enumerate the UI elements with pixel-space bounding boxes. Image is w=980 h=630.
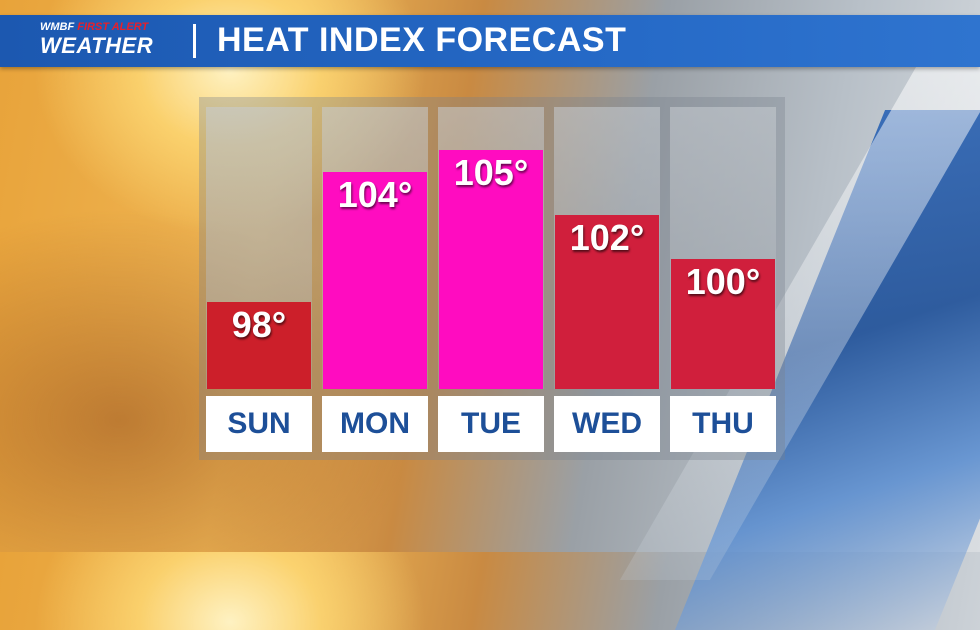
- bar-value-label-thu: 100°: [685, 260, 761, 302]
- bar-value-label-sun: 98°: [231, 304, 287, 346]
- logo-station: WMBF: [40, 21, 75, 33]
- bar-tue: [439, 150, 543, 389]
- logo-weather: WEATHER: [40, 33, 154, 58]
- logo-alert: FIRST ALERT: [77, 21, 149, 33]
- logo-top-line: WMBF FIRST ALERT: [40, 21, 148, 33]
- header-bar: WMBF FIRST ALERT WEATHER HEAT INDEX FORE…: [0, 15, 980, 67]
- day-label-sun: SUN: [206, 396, 312, 452]
- day-label-tue: TUE: [438, 396, 544, 452]
- bar-value-label-mon: 104°: [337, 174, 413, 216]
- bar-sun: [207, 302, 311, 389]
- bar-mon: [323, 172, 427, 389]
- station-logo: WMBF FIRST ALERT WEATHER: [40, 21, 175, 61]
- day-label-thu: THU: [670, 396, 776, 452]
- day-label-mon: MON: [322, 396, 428, 452]
- bar-value-label-wed: 102°: [569, 217, 645, 259]
- header-divider: [193, 24, 196, 58]
- day-label-wed: WED: [554, 396, 660, 452]
- bar-value-label-tue: 105°: [453, 152, 529, 194]
- bar-thu: [671, 258, 775, 389]
- page-title: HEAT INDEX FORECAST: [217, 21, 627, 59]
- bar-wed: [555, 215, 659, 389]
